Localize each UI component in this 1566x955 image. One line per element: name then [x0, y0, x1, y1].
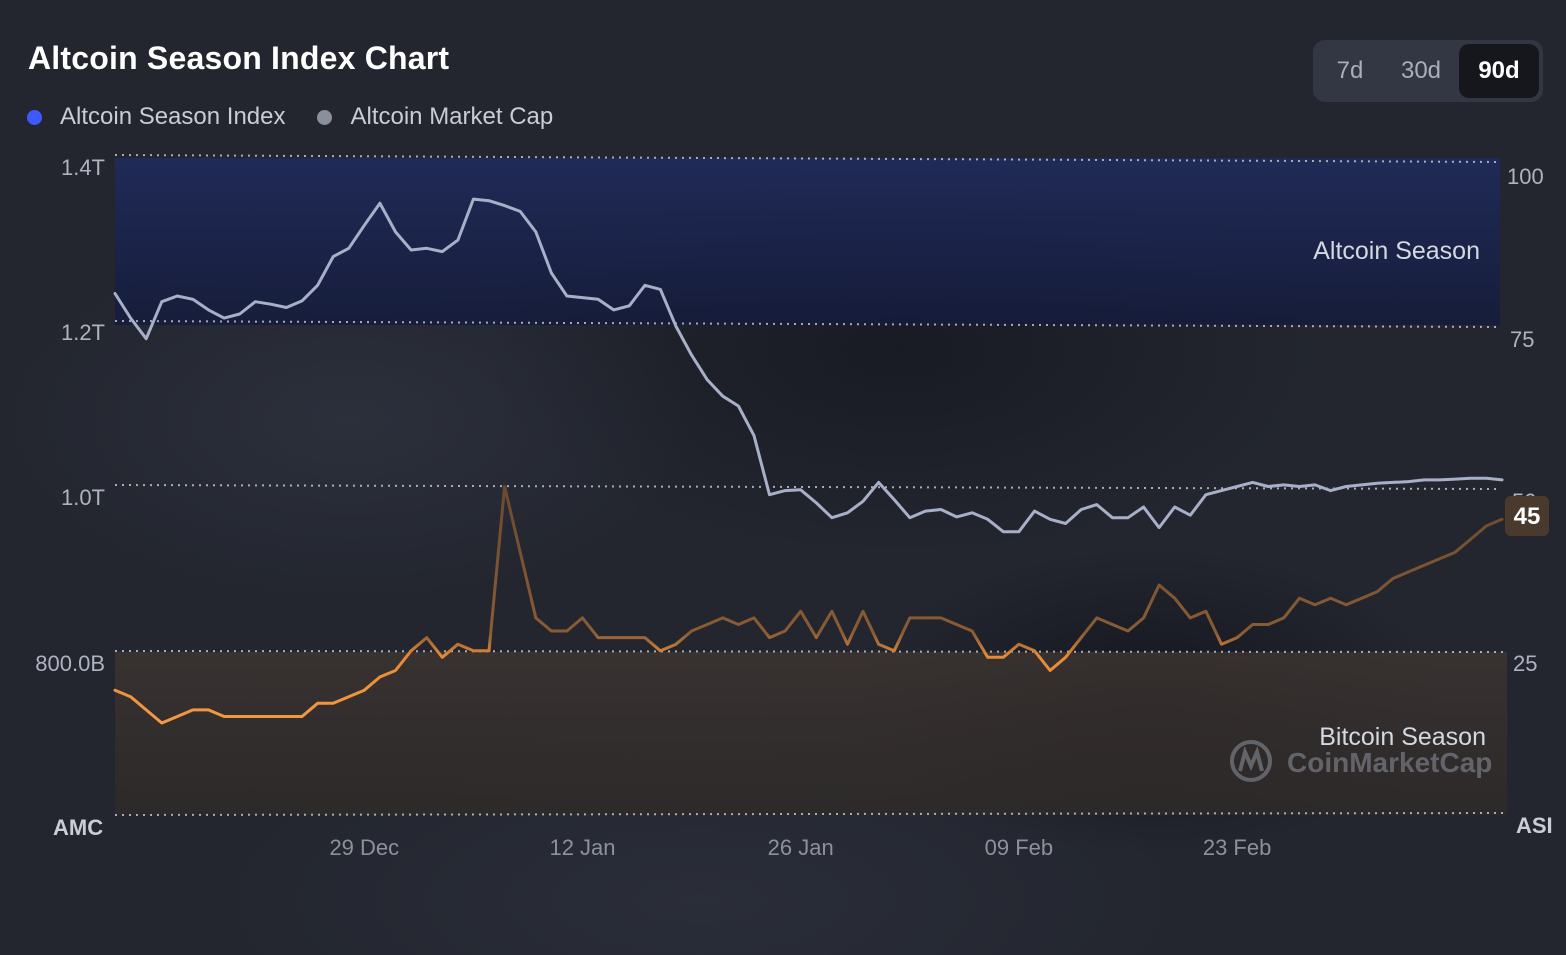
- x-tick-label: 26 Jan: [768, 835, 834, 860]
- left-axis: 1.4T 1.2T 1.0T 800.0B AMC: [35, 155, 105, 840]
- left-tick-1: 1.2T: [61, 320, 105, 345]
- market-cap-line: [113, 197, 1504, 534]
- left-tick-2: 1.0T: [61, 485, 105, 510]
- bitcoin-season-band: [115, 652, 1507, 815]
- grid-line-0: [114, 812, 1508, 816]
- left-axis-label: AMC: [53, 815, 103, 840]
- right-axis: 100 75 50 25 ASI: [1507, 164, 1553, 838]
- altcoin-season-index-line: [113, 485, 1504, 725]
- watermark-text: CoinMarketCap: [1287, 747, 1492, 778]
- range-7d-button[interactable]: 7d: [1336, 57, 1364, 84]
- x-tick-label: 29 Dec: [329, 835, 399, 860]
- range-toggle: 7d 30d 90d: [1313, 40, 1543, 102]
- altcoin-season-band: [115, 158, 1500, 325]
- current-value-badge-bg: [1505, 496, 1549, 536]
- coinmarketcap-logo-icon: [1230, 740, 1272, 782]
- legend-item-altcoin-season-index[interactable]: Altcoin Season Index: [27, 103, 285, 131]
- left-tick-0: 1.4T: [61, 155, 105, 180]
- right-tick-0: 100: [1507, 164, 1544, 189]
- altcoin-season-label: Altcoin Season: [1313, 237, 1480, 265]
- bitcoin-season-label: Bitcoin Season: [1319, 723, 1486, 751]
- legend-dot-market-cap: [317, 109, 333, 125]
- grid-line-25: [114, 650, 1508, 653]
- right-axis-label: ASI: [1516, 813, 1553, 838]
- x-tick-label: 12 Jan: [549, 835, 615, 860]
- right-tick-1: 75: [1510, 327, 1534, 352]
- legend-label-market-cap: Altcoin Market Cap: [350, 103, 554, 130]
- chart-legend: Altcoin Season Index Altcoin Market Cap: [27, 103, 553, 131]
- current-value-badge: 45: [1505, 496, 1549, 536]
- legend-label-index: Altcoin Season Index: [60, 103, 286, 130]
- grid-lines: [114, 154, 1508, 816]
- range-30d-button[interactable]: 30d: [1400, 57, 1442, 84]
- right-tick-3: 25: [1513, 651, 1537, 676]
- legend-dot-index: [27, 109, 42, 125]
- x-axis: 29 Dec 12 Jan 26 Jan 09 Feb 23 Feb: [329, 835, 1271, 860]
- x-tick-label: 23 Feb: [1203, 835, 1272, 860]
- range-90d-button[interactable]: 90d: [1459, 44, 1539, 98]
- x-tick-label: 09 Feb: [985, 835, 1054, 860]
- chart-title: Altcoin Season Index Chart: [28, 40, 450, 76]
- left-tick-3: 800.0B: [35, 651, 105, 676]
- watermark: CoinMarketCap: [1230, 740, 1492, 782]
- legend-item-altcoin-market-cap[interactable]: Altcoin Market Cap: [317, 103, 553, 131]
- current-value-badge-text: 45: [1514, 503, 1541, 530]
